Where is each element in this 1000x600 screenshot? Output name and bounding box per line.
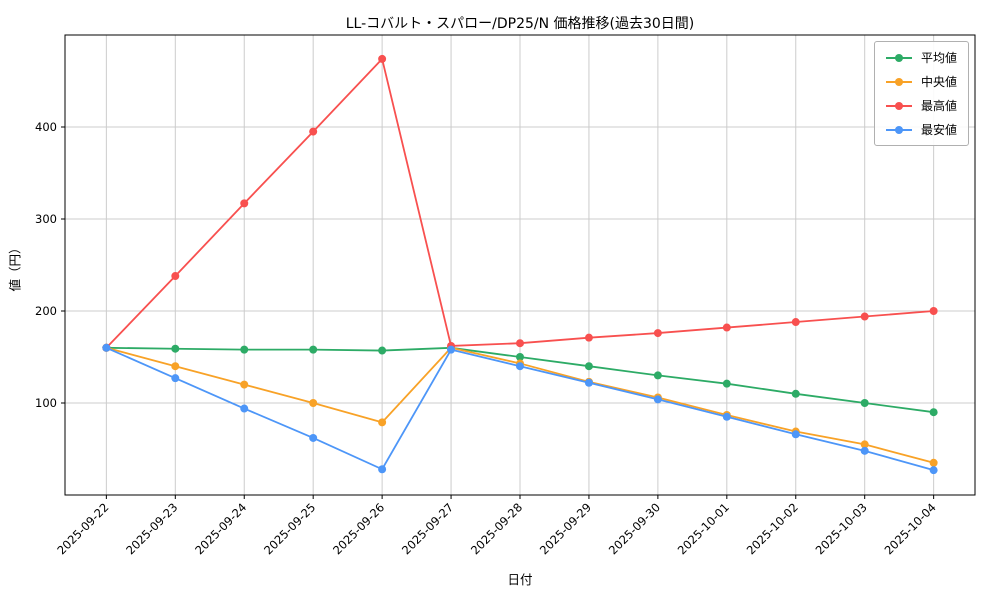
series-marker-3 — [378, 465, 387, 474]
series-marker-3 — [516, 362, 524, 371]
series-marker-2 — [240, 199, 249, 208]
legend-label-median: 中央値 — [920, 75, 957, 89]
legend: 平均値 中央値 最高値 最安値 — [873, 41, 969, 146]
series-marker-3 — [653, 395, 662, 404]
series-marker-0 — [240, 345, 249, 354]
legend-label-max: 最高値 — [920, 99, 957, 113]
series-marker-1 — [171, 362, 180, 371]
series-marker-2 — [584, 333, 593, 342]
series-marker-3 — [102, 343, 111, 352]
legend-marker-average-icon — [885, 53, 912, 62]
x-tick-label: 2025-10-04 — [882, 500, 939, 557]
x-axis-label: 日付 — [507, 572, 533, 587]
series-marker-0 — [584, 362, 593, 371]
x-tick-label: 2025-09-25 — [261, 500, 318, 557]
series-marker-3 — [722, 412, 731, 421]
legend-label-min: 最安値 — [920, 123, 957, 137]
y-tick-label: 300 — [35, 212, 57, 226]
series-marker-2 — [171, 272, 180, 281]
series-marker-1 — [860, 440, 869, 449]
series-marker-0 — [722, 379, 731, 388]
legend-marker-max-icon — [885, 101, 912, 110]
legend-label-average: 平均値 — [920, 51, 957, 65]
series-marker-2 — [929, 307, 938, 315]
x-tick-label: 2025-09-23 — [123, 500, 180, 557]
series-marker-0 — [171, 344, 180, 353]
series-marker-2 — [860, 312, 869, 321]
x-tick-label: 2025-09-24 — [192, 500, 249, 557]
series-marker-0 — [791, 389, 800, 398]
x-tick-label: 2025-10-02 — [744, 500, 801, 557]
x-tick-label: 2025-09-22 — [54, 500, 111, 557]
legend-item-min: 最安値 — [885, 121, 957, 138]
chart-title: LL-コバルト・スパロー/DP25/N 価格推移(過去30日間) — [345, 16, 695, 32]
x-tick-label: 2025-09-26 — [330, 500, 387, 557]
series-marker-2 — [722, 323, 731, 332]
series-marker-3 — [171, 374, 180, 383]
series-marker-2 — [309, 127, 318, 136]
series-marker-3 — [929, 466, 938, 475]
series-marker-2 — [516, 339, 524, 348]
legend-item-max: 最高値 — [885, 97, 957, 114]
series-marker-1 — [309, 399, 318, 407]
series-marker-2 — [791, 318, 800, 327]
series-marker-2 — [378, 54, 387, 63]
series-marker-1 — [240, 380, 249, 389]
plot-area: 100 200 300 400 2025-09-22 2025-09-23 2025-09-… — [35, 34, 976, 557]
x-tick-label: 2025-09-29 — [537, 500, 594, 557]
series-marker-0 — [378, 346, 387, 355]
series-marker-2 — [653, 329, 662, 338]
x-tick-label: 2025-10-03 — [813, 500, 870, 557]
series-marker-3 — [447, 345, 456, 354]
legend-item-average: 平均値 — [885, 49, 957, 66]
series-marker-3 — [240, 404, 249, 413]
plot-frame — [64, 34, 976, 496]
x-tick-label: 2025-09-30 — [606, 500, 663, 557]
series-marker-1 — [378, 418, 387, 427]
x-tick-label: 2025-09-27 — [399, 500, 456, 557]
x-tick-label: 2025-10-01 — [675, 500, 732, 557]
y-tick-label: 100 — [35, 396, 57, 410]
y-axis-label: 値（円） — [7, 241, 23, 292]
y-tick-label: 400 — [35, 120, 57, 134]
series-marker-3 — [791, 430, 800, 439]
y-tick-label: 200 — [35, 304, 57, 318]
series-marker-0 — [929, 408, 938, 417]
series-marker-0 — [860, 399, 869, 407]
series-marker-0 — [516, 353, 524, 361]
series-marker-3 — [584, 378, 593, 387]
legend-marker-min-icon — [885, 125, 912, 134]
series-marker-1 — [929, 458, 938, 467]
legend-item-median: 中央値 — [885, 73, 957, 90]
series-marker-3 — [860, 446, 869, 455]
series-marker-0 — [653, 371, 662, 380]
legend-marker-median-icon — [885, 77, 912, 86]
series-marker-0 — [309, 345, 318, 354]
series-marker-3 — [309, 433, 318, 442]
x-tick-label: 2025-09-28 — [468, 500, 525, 557]
